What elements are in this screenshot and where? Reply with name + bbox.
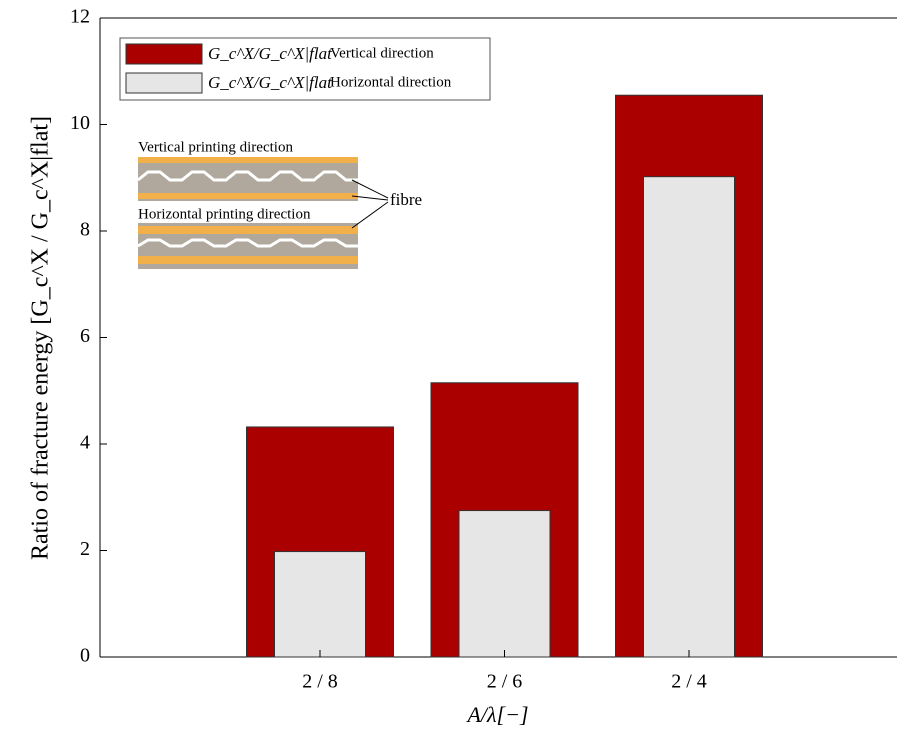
inset-label: Vertical printing direction bbox=[138, 139, 293, 155]
y-tick-label: 10 bbox=[70, 112, 90, 134]
x-tick-label: 2 / 8 bbox=[302, 671, 338, 693]
inset-label: fibre bbox=[390, 190, 422, 209]
x-tick-label: 2 / 6 bbox=[487, 671, 523, 693]
layer bbox=[138, 157, 358, 163]
layer bbox=[138, 193, 358, 199]
inset-diagram: Vertical printing direction Horizontal p… bbox=[138, 139, 422, 269]
bar bbox=[459, 511, 550, 657]
chart: 0 2 4 6 8 10 12 2 / 8 2 / 6 2 / 4 A/λ[−] Ratio of… bbox=[0, 0, 897, 731]
y-tick-label: 6 bbox=[80, 325, 90, 347]
y-tick-label: 12 bbox=[70, 6, 90, 28]
y-tick-label: 2 bbox=[80, 538, 90, 560]
y-tick-label: 0 bbox=[80, 645, 90, 667]
inset-label: Horizontal printing direction bbox=[138, 206, 311, 222]
layer bbox=[138, 226, 358, 234]
layer bbox=[138, 256, 358, 264]
y-tick-label: 8 bbox=[80, 219, 90, 241]
x-axis-label: A/λ[−] bbox=[465, 702, 528, 727]
arrow bbox=[352, 202, 388, 228]
legend-label: Vertical direction bbox=[330, 45, 434, 61]
x-tick-label: 2 / 4 bbox=[671, 671, 707, 693]
legend-swatch bbox=[126, 73, 202, 93]
legend-swatch bbox=[126, 44, 202, 64]
legend: G_c^X/G_c^X|flat G_c^X/G_c^X|flat Vertic… bbox=[120, 38, 490, 100]
legend-formula: G_c^X/G_c^X|flat bbox=[208, 44, 333, 63]
y-tick-label: 4 bbox=[80, 432, 90, 454]
legend-formula: G_c^X/G_c^X|flat bbox=[208, 73, 333, 92]
y-axis-label: Ratio of fracture energy [G_c^X / G_c^X|… bbox=[28, 116, 54, 560]
bar bbox=[644, 177, 735, 657]
bar bbox=[275, 552, 366, 657]
legend-label: Horizontal direction bbox=[330, 74, 452, 90]
